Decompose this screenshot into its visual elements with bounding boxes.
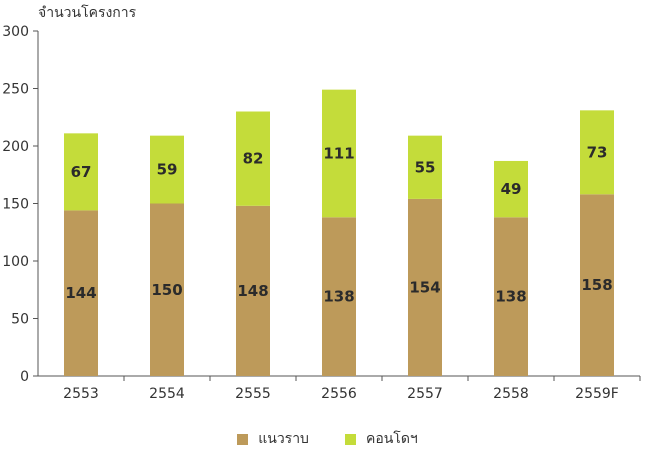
legend-item-lowrise: แนวราบ — [237, 428, 309, 450]
data-label-lowrise-2558: 138 — [495, 288, 526, 306]
bar-lowrise-2555 — [236, 205, 270, 376]
x-tick-label: 2554 — [149, 386, 185, 402]
legend-label-condo: คอนโดฯ — [365, 431, 418, 447]
legend-swatch-lowrise — [237, 433, 249, 445]
bar-condo-2555 — [236, 111, 270, 206]
bar-condo-2554 — [150, 135, 184, 204]
data-label-condo-2558: 49 — [501, 180, 522, 198]
data-label-lowrise-2555: 148 — [237, 282, 268, 300]
data-label-lowrise-2554: 150 — [151, 281, 182, 299]
y-tick-label: 0 — [20, 369, 29, 385]
y-tick-label: 250 — [2, 82, 29, 98]
data-label-condo-2556: 111 — [323, 144, 354, 162]
bar-condo-2556 — [322, 89, 356, 218]
data-label-lowrise-2553: 144 — [65, 284, 96, 302]
x-ticks: 2553 2554 2555 2556 2557 2558 2559F — [63, 376, 641, 402]
bar-condo-2557 — [408, 135, 442, 199]
y-tick-label: 300 — [2, 24, 29, 40]
bar-lowrise-2554 — [150, 203, 184, 376]
y-tick-label: 100 — [2, 254, 29, 270]
x-tick-label: 2559F — [575, 386, 619, 402]
bar-lowrise-2556 — [322, 217, 356, 376]
data-label-condo-2554: 59 — [157, 161, 178, 179]
bars: 144 67 150 59 148 82 138 111 154 55 138 49 158 73 — [64, 89, 614, 376]
bar-lowrise-2553 — [64, 210, 98, 376]
data-label-lowrise-2557: 154 — [409, 278, 440, 296]
x-tick-label: 2555 — [235, 386, 271, 402]
legend: แนวราบ คอนโดฯ — [0, 428, 655, 450]
legend-item-condo: คอนโดฯ — [344, 428, 418, 450]
y-tick-label: 150 — [2, 197, 29, 213]
data-label-condo-2559F: 73 — [587, 143, 608, 161]
x-tick-label: 2553 — [63, 386, 99, 402]
x-tick-label: 2556 — [321, 386, 357, 402]
y-axis-title: จำนวนโครงการ — [38, 4, 137, 21]
y-tick-label: 200 — [2, 139, 29, 155]
bar-condo-2559F — [580, 110, 614, 195]
legend-swatch-condo — [344, 433, 356, 445]
bar-condo-2553 — [64, 133, 98, 211]
data-label-lowrise-2559F: 158 — [581, 276, 612, 294]
data-label-lowrise-2556: 138 — [323, 288, 354, 306]
data-label-condo-2557: 55 — [415, 158, 436, 176]
data-label-condo-2553: 67 — [71, 163, 92, 181]
x-tick-label: 2557 — [407, 386, 443, 402]
bar-condo-2558 — [494, 160, 528, 218]
bar-lowrise-2559F — [580, 194, 614, 376]
y-tick-label: 50 — [11, 312, 29, 328]
data-label-condo-2555: 82 — [243, 150, 264, 168]
x-tick-label: 2558 — [493, 386, 529, 402]
bar-lowrise-2558 — [494, 217, 528, 376]
y-ticks: 0 50 100 150 200 250 300 — [2, 24, 38, 385]
bar-lowrise-2557 — [408, 198, 442, 376]
legend-label-lowrise: แนวราบ — [258, 431, 309, 447]
